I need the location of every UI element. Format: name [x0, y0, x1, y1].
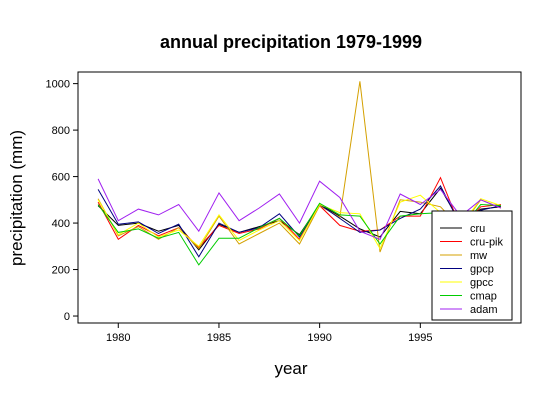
legend-box: [431, 210, 513, 321]
series-line-gpcc: [97, 194, 502, 250]
x-tick-label: 1995: [408, 332, 432, 344]
legend-label-gpcc: gpcc: [470, 277, 494, 289]
y-tick-label: 600: [52, 172, 70, 184]
legend-label-mw: mw: [470, 250, 487, 262]
x-axis-label: year: [274, 359, 307, 378]
legend-label-gpcp: gpcp: [470, 264, 494, 276]
legend-label-adam: adam: [470, 304, 498, 316]
y-axis-label: precipitation (mm): [7, 130, 26, 266]
x-axis: 1980 1985 1990 1995: [106, 323, 433, 344]
series-line-gpcp: [97, 185, 502, 258]
legend-label-cmap: cmap: [470, 291, 497, 303]
legend-label-cru-pik: cru-pik: [470, 237, 504, 249]
y-axis: 0 200 400 600 800 1000: [46, 79, 78, 323]
y-tick-label: 1000: [46, 79, 70, 91]
series-line-mw: [97, 81, 502, 253]
x-tick-label: 1990: [307, 332, 331, 344]
y-tick-label: 0: [64, 311, 70, 323]
plot-frame: [77, 71, 522, 324]
legend-label-cru: cru: [470, 223, 485, 235]
x-tick-label: 1980: [106, 332, 130, 344]
series-layer: [97, 81, 502, 266]
series-line-cru: [97, 187, 501, 251]
y-tick-label: 400: [52, 218, 70, 230]
series-line-adam: [97, 178, 502, 240]
y-tick-label: 800: [52, 125, 70, 137]
chart-title: annual precipitation 1979-1999: [160, 32, 422, 52]
y-tick-label: 200: [52, 265, 70, 277]
x-tick-label: 1985: [207, 332, 231, 344]
series-line-cru-pik: [97, 176, 501, 249]
